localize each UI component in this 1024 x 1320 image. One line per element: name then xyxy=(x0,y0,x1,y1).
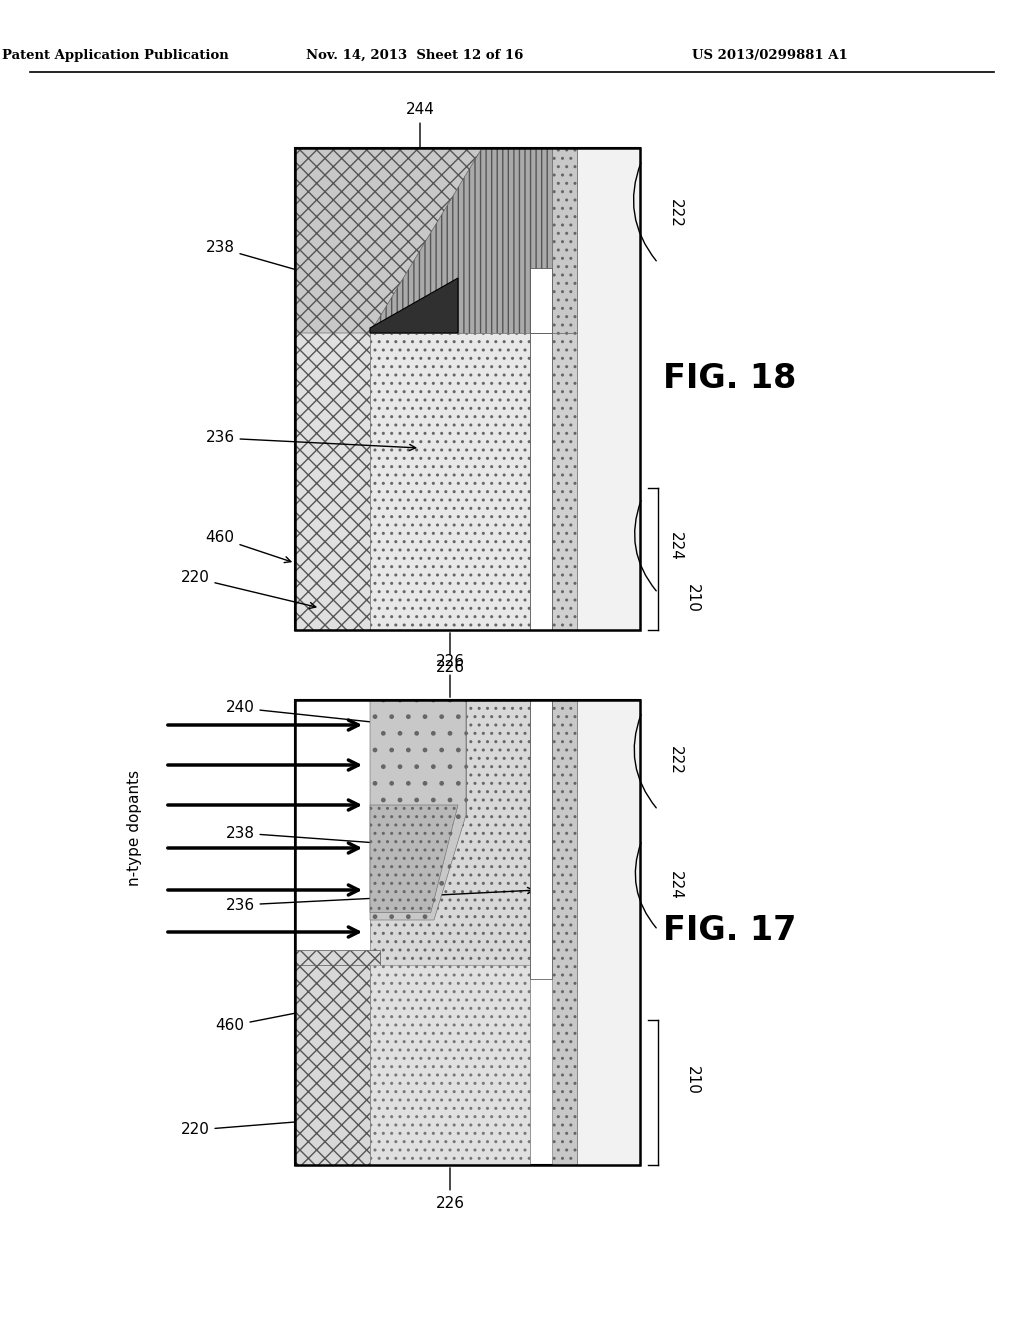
Bar xyxy=(370,700,530,1166)
Bar xyxy=(530,268,552,333)
Bar xyxy=(295,965,370,1166)
Text: 222: 222 xyxy=(668,746,683,775)
Bar xyxy=(577,700,640,1166)
Polygon shape xyxy=(370,279,458,333)
Text: 210: 210 xyxy=(685,1065,700,1094)
Text: FIG. 17: FIG. 17 xyxy=(664,913,797,946)
Text: 226: 226 xyxy=(435,655,465,697)
Text: Patent Application Publication: Patent Application Publication xyxy=(2,49,228,62)
Text: 460: 460 xyxy=(215,997,371,1034)
Bar xyxy=(295,148,640,630)
Text: 238: 238 xyxy=(206,240,321,279)
Bar xyxy=(552,700,577,1166)
Text: 210: 210 xyxy=(685,583,700,612)
Text: 220: 220 xyxy=(180,1118,315,1138)
Bar xyxy=(295,700,640,1166)
Polygon shape xyxy=(370,805,458,912)
Bar xyxy=(370,965,530,1166)
Bar xyxy=(370,700,466,814)
Bar xyxy=(530,333,552,630)
Text: FIG. 18: FIG. 18 xyxy=(664,362,797,395)
Bar xyxy=(577,148,640,630)
Bar xyxy=(295,148,370,630)
Text: 240: 240 xyxy=(225,701,395,727)
Text: 238: 238 xyxy=(225,825,400,847)
Polygon shape xyxy=(370,700,466,920)
Polygon shape xyxy=(295,148,482,333)
Text: 222: 222 xyxy=(668,198,683,227)
Bar xyxy=(552,333,577,630)
Bar xyxy=(530,700,552,979)
Text: 226: 226 xyxy=(435,632,465,676)
Text: 244: 244 xyxy=(406,103,434,194)
Text: 224: 224 xyxy=(668,871,683,899)
Text: 226: 226 xyxy=(435,1168,465,1210)
Text: Nov. 14, 2013  Sheet 12 of 16: Nov. 14, 2013 Sheet 12 of 16 xyxy=(306,49,523,62)
Bar xyxy=(370,333,530,630)
Text: 236: 236 xyxy=(206,430,416,450)
Bar xyxy=(295,700,640,1166)
Bar xyxy=(295,950,380,1045)
Text: 460: 460 xyxy=(206,531,291,562)
Text: 220: 220 xyxy=(180,570,315,609)
Text: 236: 236 xyxy=(225,887,534,912)
Text: US 2013/0299881 A1: US 2013/0299881 A1 xyxy=(692,49,848,62)
Bar xyxy=(552,148,577,333)
Bar xyxy=(295,148,640,630)
Text: n-type dopants: n-type dopants xyxy=(128,770,142,886)
Bar xyxy=(370,148,577,333)
Text: 224: 224 xyxy=(668,532,683,561)
